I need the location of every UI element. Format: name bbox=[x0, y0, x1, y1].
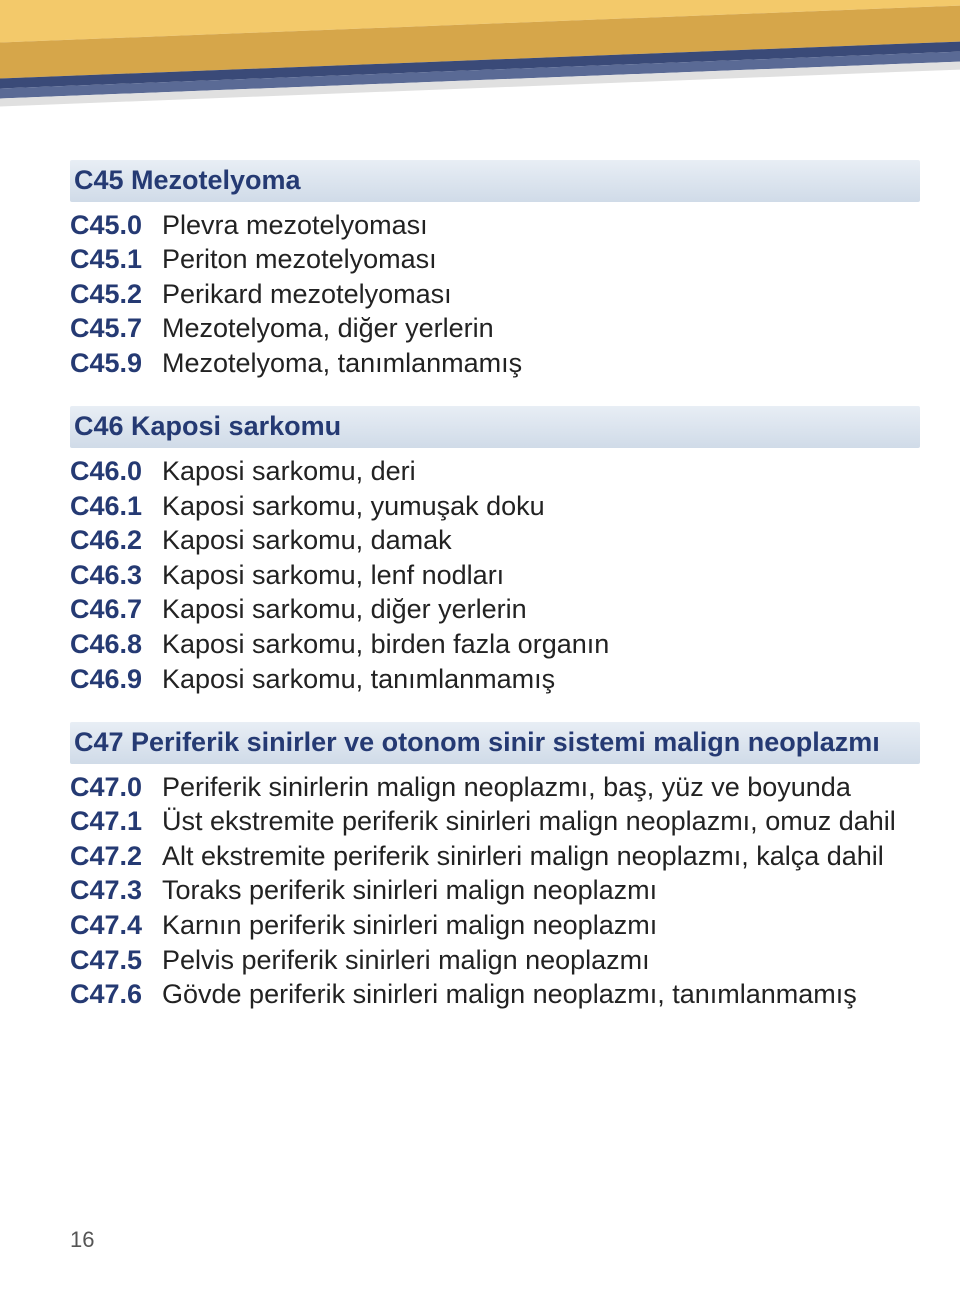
code-entry: C46.8 Kaposi sarkomu, birden fazla organ… bbox=[70, 627, 920, 662]
section-header: C45 Mezotelyoma bbox=[70, 160, 920, 202]
entry-desc: Üst ekstremite periferik sinirleri malig… bbox=[162, 804, 920, 839]
entry-list: C46.0 Kaposi sarkomu, deri C46.1 Kaposi … bbox=[70, 454, 920, 696]
entry-desc: Mezotelyoma, tanımlanmamış bbox=[162, 346, 920, 381]
entry-list: C47.0 Periferik sinirlerin malign neopla… bbox=[70, 770, 920, 1012]
code-entry: C47.2 Alt ekstremite periferik sinirleri… bbox=[70, 839, 920, 874]
code-entry: C45.0 Plevra mezotelyoması bbox=[70, 208, 920, 243]
code-entry: C45.9 Mezotelyoma, tanımlanmamış bbox=[70, 346, 920, 381]
code-entry: C47.4 Karnın periferik sinirleri malign … bbox=[70, 908, 920, 943]
entry-desc: Perikard mezotelyoması bbox=[162, 277, 920, 312]
code-entry: C45.2 Perikard mezotelyoması bbox=[70, 277, 920, 312]
entry-desc: Mezotelyoma, diğer yerlerin bbox=[162, 311, 920, 346]
code-entry: C47.0 Periferik sinirlerin malign neopla… bbox=[70, 770, 920, 805]
code-entry: C47.1 Üst ekstremite periferik sinirleri… bbox=[70, 804, 920, 839]
code-entry: C46.1 Kaposi sarkomu, yumuşak doku bbox=[70, 489, 920, 524]
entry-code: C46.2 bbox=[70, 523, 162, 558]
entry-code: C45.1 bbox=[70, 242, 162, 277]
entry-code: C47.0 bbox=[70, 770, 162, 805]
entry-list: C45.0 Plevra mezotelyoması C45.1 Periton… bbox=[70, 208, 920, 381]
top-banner bbox=[0, 0, 960, 120]
page-number: 16 bbox=[70, 1227, 94, 1253]
entry-code: C47.5 bbox=[70, 943, 162, 978]
entry-desc: Plevra mezotelyoması bbox=[162, 208, 920, 243]
code-entry: C47.3 Toraks periferik sinirleri malign … bbox=[70, 873, 920, 908]
code-entry: C46.7 Kaposi sarkomu, diğer yerlerin bbox=[70, 592, 920, 627]
entry-desc: Kaposi sarkomu, damak bbox=[162, 523, 920, 558]
entry-desc: Karnın periferik sinirleri malign neopla… bbox=[162, 908, 920, 943]
entry-desc: Alt ekstremite periferik sinirleri malig… bbox=[162, 839, 920, 874]
code-entry: C46.3 Kaposi sarkomu, lenf nodları bbox=[70, 558, 920, 593]
entry-code: C45.0 bbox=[70, 208, 162, 243]
entry-code: C45.7 bbox=[70, 311, 162, 346]
entry-code: C46.7 bbox=[70, 592, 162, 627]
entry-code: C46.3 bbox=[70, 558, 162, 593]
entry-desc: Kaposi sarkomu, yumuşak doku bbox=[162, 489, 920, 524]
entry-desc: Kaposi sarkomu, birden fazla organın bbox=[162, 627, 920, 662]
code-entry: C46.2 Kaposi sarkomu, damak bbox=[70, 523, 920, 558]
section-header: C47 Periferik sinirler ve otonom sinir s… bbox=[70, 722, 920, 764]
entry-desc: Kaposi sarkomu, diğer yerlerin bbox=[162, 592, 920, 627]
entry-code: C45.9 bbox=[70, 346, 162, 381]
code-entry: C47.6 Gövde periferik sinirleri malign n… bbox=[70, 977, 920, 1012]
code-entry: C45.7 Mezotelyoma, diğer yerlerin bbox=[70, 311, 920, 346]
entry-desc: Pelvis periferik sinirleri malign neopla… bbox=[162, 943, 920, 978]
entry-desc: Periferik sinirlerin malign neoplazmı, b… bbox=[162, 770, 920, 805]
code-entry: C46.9 Kaposi sarkomu, tanımlanmamış bbox=[70, 662, 920, 697]
entry-desc: Gövde periferik sinirleri malign neoplaz… bbox=[162, 977, 920, 1012]
entry-code: C47.4 bbox=[70, 908, 162, 943]
entry-code: C47.2 bbox=[70, 839, 162, 874]
entry-code: C46.0 bbox=[70, 454, 162, 489]
entry-code: C47.1 bbox=[70, 804, 162, 839]
entry-desc: Kaposi sarkomu, tanımlanmamış bbox=[162, 662, 920, 697]
code-entry: C46.0 Kaposi sarkomu, deri bbox=[70, 454, 920, 489]
entry-code: C46.1 bbox=[70, 489, 162, 524]
entry-code: C46.9 bbox=[70, 662, 162, 697]
content-area: C45 Mezotelyoma C45.0 Plevra mezotelyoma… bbox=[70, 160, 920, 1038]
entry-code: C47.3 bbox=[70, 873, 162, 908]
entry-code: C46.8 bbox=[70, 627, 162, 662]
entry-desc: Toraks periferik sinirleri malign neopla… bbox=[162, 873, 920, 908]
entry-code: C45.2 bbox=[70, 277, 162, 312]
entry-desc: Kaposi sarkomu, lenf nodları bbox=[162, 558, 920, 593]
code-entry: C47.5 Pelvis periferik sinirleri malign … bbox=[70, 943, 920, 978]
section-header: C46 Kaposi sarkomu bbox=[70, 406, 920, 448]
entry-code: C47.6 bbox=[70, 977, 162, 1012]
entry-desc: Kaposi sarkomu, deri bbox=[162, 454, 920, 489]
code-entry: C45.1 Periton mezotelyoması bbox=[70, 242, 920, 277]
entry-desc: Periton mezotelyoması bbox=[162, 242, 920, 277]
